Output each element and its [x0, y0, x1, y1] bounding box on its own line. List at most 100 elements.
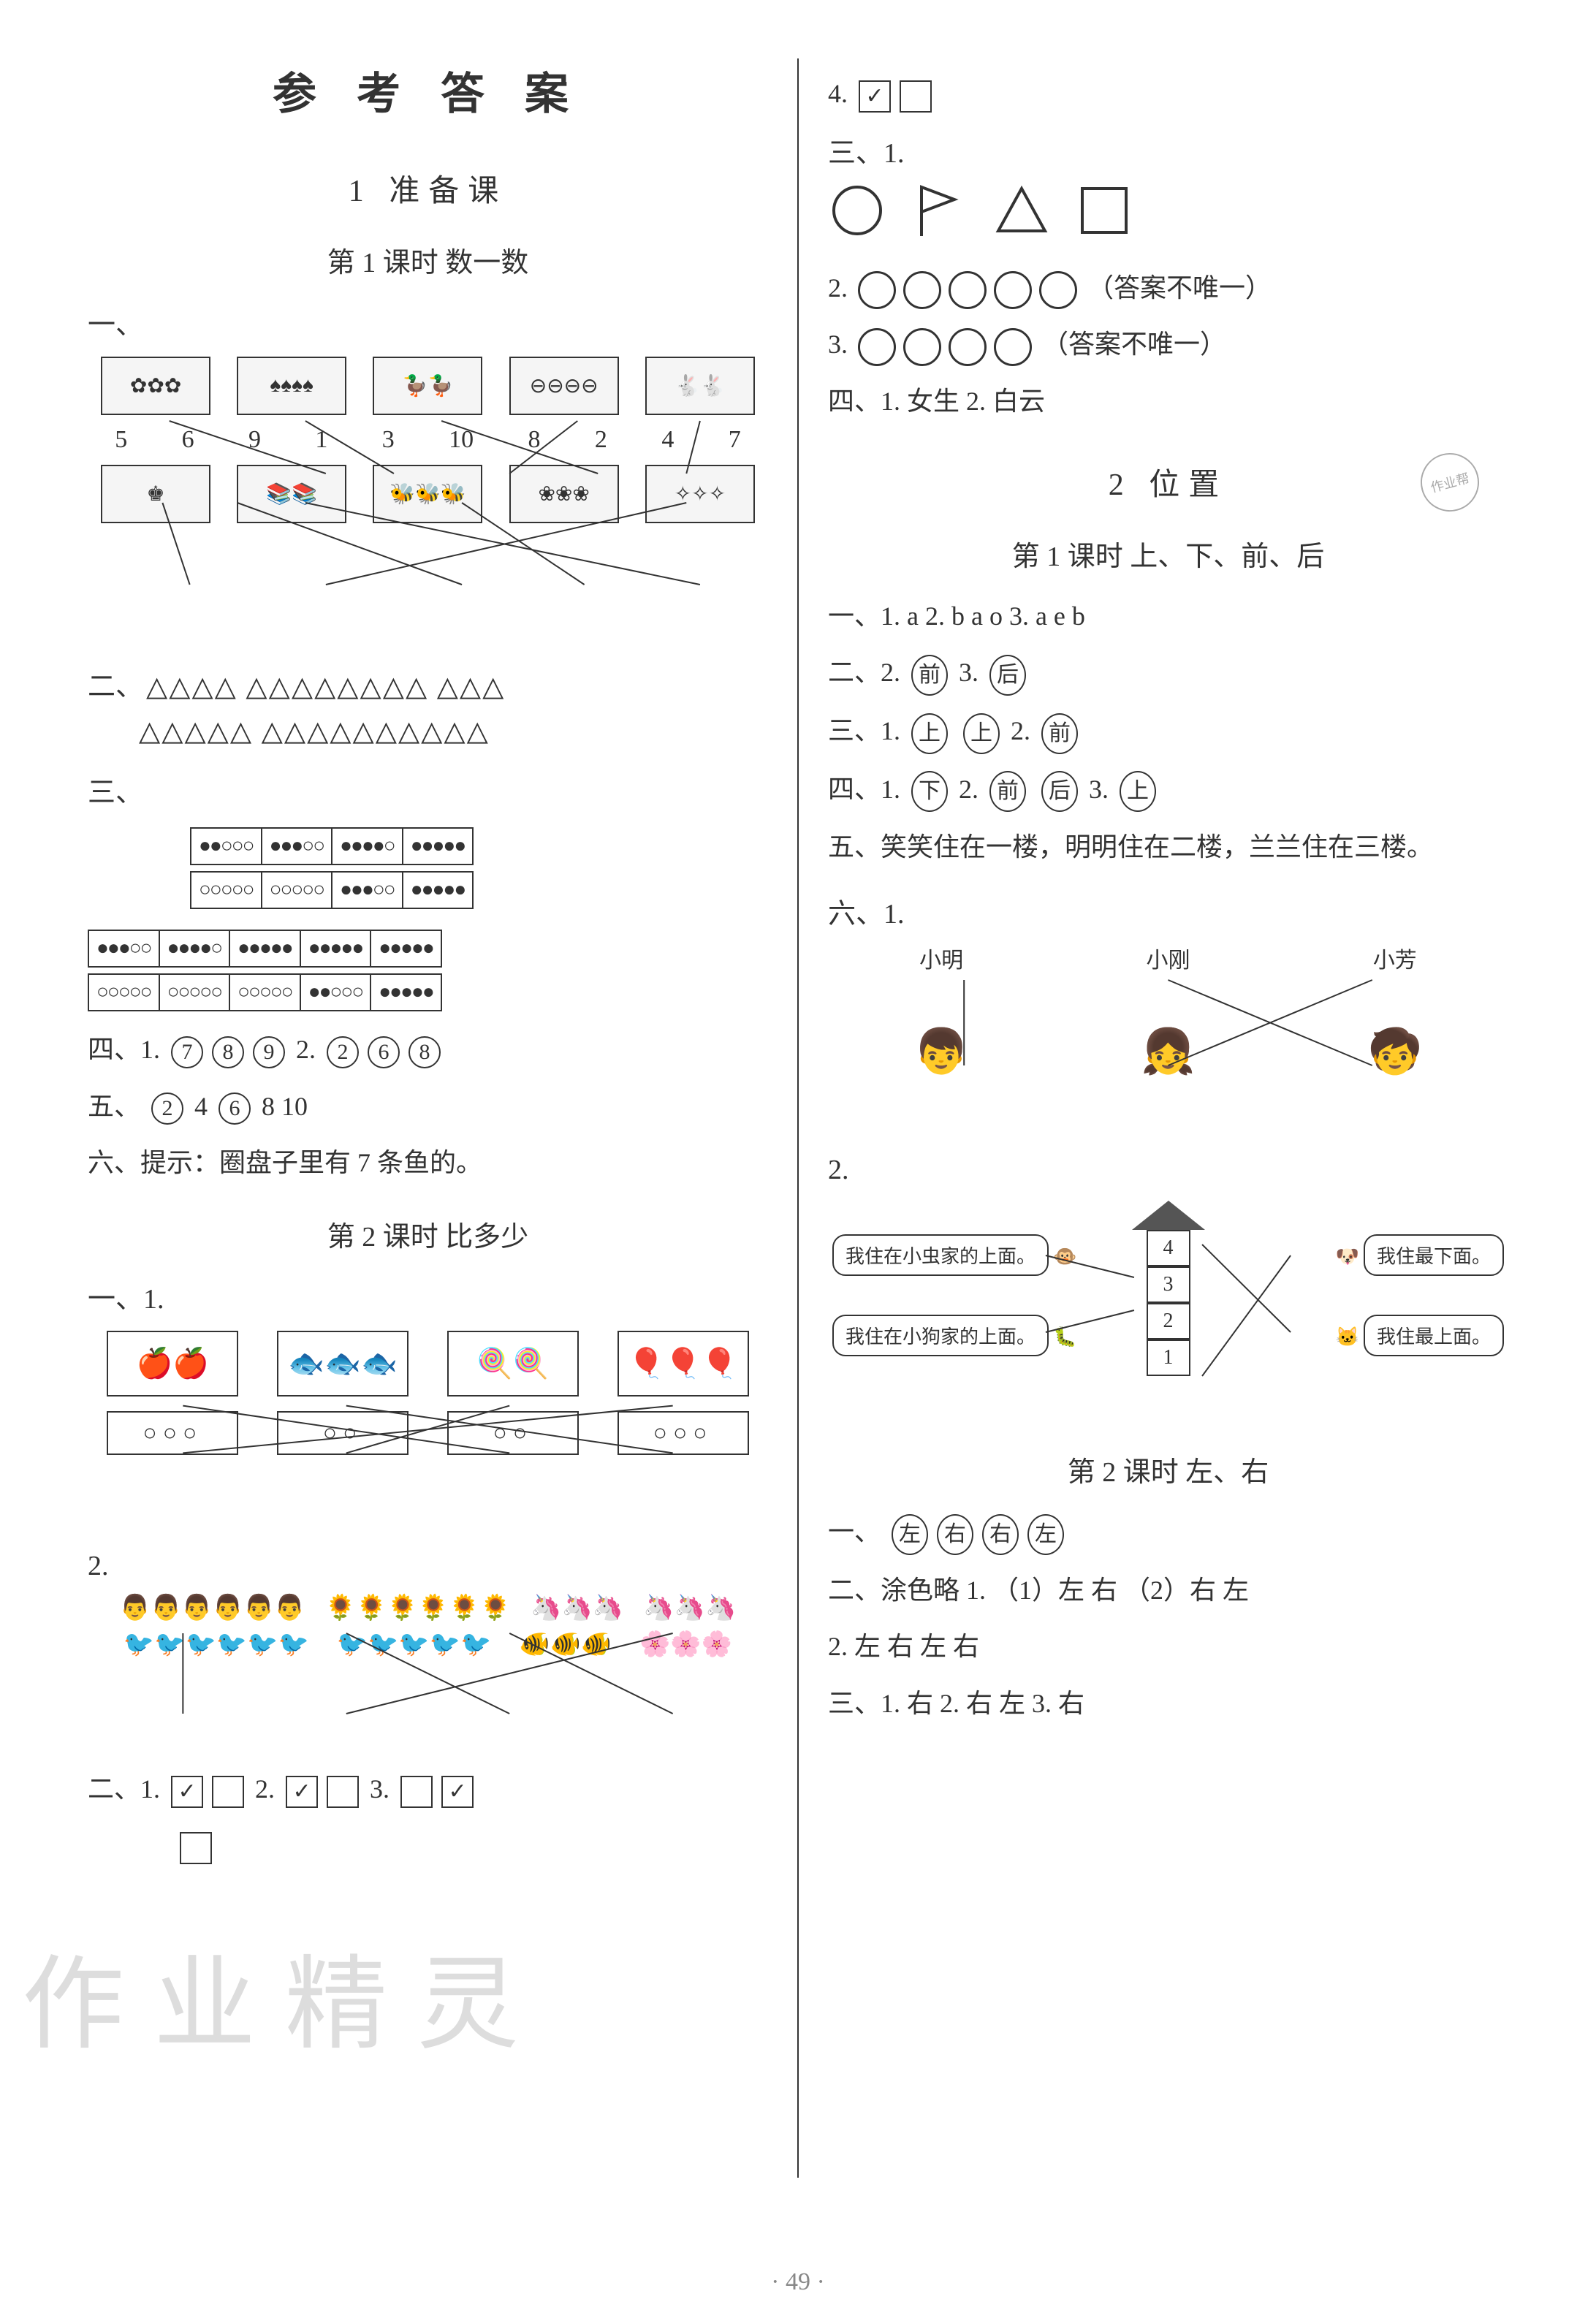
left-column: 作业精灵 参 考 答 案 1 准备课 第 1 课时 数一数 一、 ✿✿✿♠♠♠♠… — [88, 58, 768, 2178]
picture-cell: 🌸🌸🌸 — [639, 1630, 732, 1659]
triangle-icon — [992, 181, 1051, 240]
picture-cell: 👨👨👨👨👨👨 — [120, 1593, 305, 1622]
match-bottom-box: 🐝🐝🐝 — [373, 465, 482, 523]
square-icon — [1075, 181, 1133, 240]
dot-cell: ●●●●● — [371, 931, 441, 966]
circled-number: 7 — [171, 1036, 203, 1068]
circled-number: 8 — [408, 1036, 441, 1068]
kid-label: 小明 — [919, 942, 963, 974]
u2-sec3: 三、1. 上 上 2. 前 — [828, 710, 1508, 754]
u2l2-sec1: 一、 左右右左 — [828, 1511, 1508, 1555]
kid-icon-2: 👧 — [1141, 1025, 1196, 1077]
empty-circle-icon — [903, 271, 941, 309]
check-icon: ✓ — [441, 1776, 474, 1808]
match-number: 9 — [248, 426, 261, 454]
floor-cell: 3 — [1147, 1266, 1190, 1303]
unit-2-title: 2 位置 — [828, 460, 1508, 504]
flag-icon — [911, 181, 969, 240]
section-1-label: 一、 — [88, 302, 768, 342]
right-column: 4. ✓ 三、1. 2. （答案不唯一） 3. （答案不唯一） 四、1. 女生 … — [828, 58, 1508, 2178]
kid-icon-1: 👦 — [914, 1025, 969, 1077]
empty-circle-icon — [903, 328, 941, 366]
u2-sec2: 二、2. 前 3. 后 — [828, 652, 1508, 696]
section-3-label: 三、 — [88, 770, 768, 810]
building-diagram: 我住在小虫家的上面。🐵 我住在小狗家的上面。🐛 4321 🐶我住最下面。 🐱我住… — [828, 1201, 1508, 1420]
match-number: 3 — [382, 426, 395, 454]
dot-cell: ●●●●○ — [332, 829, 403, 864]
column-divider — [797, 58, 799, 2178]
empty-circle-icon — [994, 271, 1032, 309]
roof-icon — [1132, 1201, 1205, 1230]
watermark-text: 作业精灵 — [22, 1922, 548, 2070]
match-number: 2 — [595, 426, 607, 454]
match-top-box: ♠♠♠♠ — [237, 357, 346, 415]
lesson-2-title: 第 2 课时 比多少 — [88, 1214, 768, 1254]
circled-word: 左 — [892, 1514, 928, 1555]
r-item-4: 4. ✓ — [828, 73, 1508, 115]
match-bottom-box: ❀❀❀ — [509, 465, 619, 523]
dot-cell: ●●○○○ — [301, 975, 372, 1010]
dot-cell: ○○○○○ — [191, 873, 262, 908]
picture-cell: 🦄🦄🦄 — [531, 1593, 623, 1622]
kid-icon-3: 🧒 — [1367, 1025, 1422, 1077]
dot-cell: ●●●○○ — [262, 829, 333, 864]
empty-circle-icon — [949, 271, 987, 309]
r-sec3-label: 三、1. — [828, 138, 905, 169]
dot-cell: ●●●●○ — [160, 931, 231, 966]
icon-box: ○○ — [447, 1411, 579, 1455]
match-top-box: ⊖⊖⊖⊖ — [509, 357, 619, 415]
kid-label: 小刚 — [1146, 942, 1190, 974]
check-icon: ✓ — [286, 1776, 318, 1808]
compare-diagram-2: 👨👨👨👨👨👨🌻🌻🌻🌻🌻🌻🦄🦄🦄🦄🦄🦄 🐦🐦🐦🐦🐦🐦🐦🐦🐦🐦🐦🐠🐠🐠🌸🌸🌸 — [88, 1593, 768, 1754]
circle-icon — [828, 181, 886, 240]
circled-number: 6 — [368, 1036, 400, 1068]
icon-box: ○○○ — [618, 1411, 749, 1455]
compare-diagram-1: 🍎🍎🐟🐟🐟🍭🍭🎈🎈🎈 ○○○○○○○○○○ — [88, 1331, 768, 1528]
u2-lesson-2-title: 第 2 课时 左、右 — [828, 1449, 1508, 1489]
speech-1: 我住在小虫家的上面。 — [832, 1234, 1049, 1276]
empty-circle-icon — [949, 328, 987, 366]
l2-section-2-answers: 二、1. ✓ 2. ✓ 3. ✓ — [88, 1768, 768, 1811]
match-number: 7 — [729, 426, 741, 454]
r-sec3-3: 3. （答案不唯一） — [828, 324, 1508, 366]
u2-sec4: 四、1. 下 2. 前 后 3. 上 — [828, 769, 1508, 813]
circled-word: 右 — [982, 1514, 1019, 1555]
check-icon: ✓ — [171, 1776, 203, 1808]
dot-cell: ●●●●● — [371, 975, 441, 1010]
check-icon: ✓ — [859, 80, 891, 113]
page-number: · 49 · — [771, 2268, 825, 2296]
dot-cell: ●●●○○ — [89, 931, 160, 966]
icon-box: 🍭🍭 — [447, 1331, 579, 1396]
u2-sec1: 一、1. a 2. b a o 3. a e b — [828, 596, 1508, 638]
floor-cell: 4 — [1147, 1230, 1190, 1266]
match-top-box: 🐇🐇 — [645, 357, 755, 415]
empty-circle-icon — [994, 328, 1032, 366]
unit-1-title: 1 准备课 — [88, 166, 768, 210]
icon-box: ○○ — [277, 1411, 408, 1455]
u2-sec5: 五、笑笑住在一楼，明明住在二楼，兰兰住在三楼。 — [828, 826, 1508, 869]
floor-cell: 2 — [1147, 1303, 1190, 1340]
floor-cell: 1 — [1147, 1340, 1190, 1376]
picture-cell: 🌻🌻🌻🌻🌻🌻 — [325, 1593, 511, 1622]
match-number: 6 — [182, 426, 194, 454]
circled-word: 右 — [937, 1514, 973, 1555]
icon-box: 🍎🍎 — [107, 1331, 238, 1396]
match-bottom-box: ✧✧✧ — [645, 465, 755, 523]
shapes-row — [828, 181, 1508, 253]
kids-matching-diagram: 小明 小刚 小芳 👦 👧 🧒 — [828, 942, 1508, 1132]
u2l2-sec2: 二、涂色略 1. （1）左 右 （2）右 左 — [828, 1570, 1508, 1612]
stamp-icon: 作业帮 — [1414, 446, 1486, 518]
match-number: 5 — [115, 426, 127, 454]
match-bottom-box: ♚ — [101, 465, 210, 523]
section-5-answers: 五、 2 4 6 8 10 — [88, 1086, 768, 1128]
picture-cell: 🦄🦄🦄 — [643, 1593, 736, 1622]
kid-label: 小芳 — [1373, 942, 1417, 974]
dot-cell: ○○○○○ — [230, 975, 301, 1010]
dot-cell: ●●●●● — [403, 873, 473, 908]
circled-word: 左 — [1027, 1514, 1064, 1555]
section-6-hint: 六、提示：圈盘子里有 7 条鱼的。 — [88, 1142, 768, 1185]
r-sec4: 四、1. 女生 2. 白云 — [828, 381, 1508, 423]
picture-cell: 🐠🐠🐠 — [519, 1630, 612, 1659]
dot-grid: ●●○○○●●●○○●●●●○●●●●● ○○○○○○○○○○●●●○○●●●●… — [190, 824, 768, 912]
circled-number: 9 — [253, 1036, 285, 1068]
